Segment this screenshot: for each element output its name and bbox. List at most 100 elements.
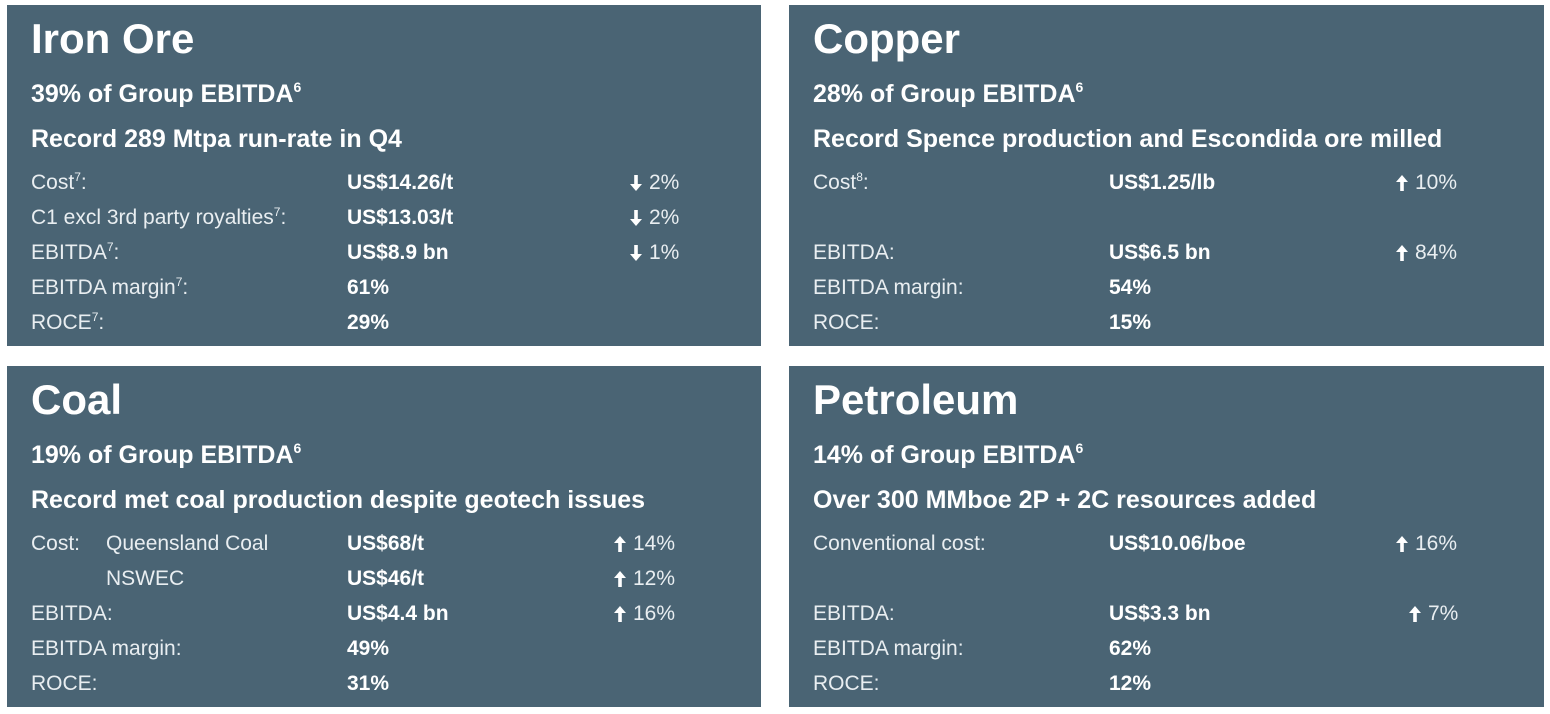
metric-label: EBITDA: xyxy=(813,602,895,625)
metric-change: 12% xyxy=(613,561,675,596)
label-suffix: : xyxy=(113,241,120,264)
ebitda-share: 39% of Group EBITDA6 xyxy=(31,78,301,110)
arrow-down-icon xyxy=(629,208,643,228)
metric-label: Cost8: xyxy=(813,165,869,200)
metric-change-text: 2% xyxy=(649,206,680,229)
panel-title: Coal xyxy=(31,376,123,423)
metric-label: EBITDA margin7: xyxy=(31,270,188,305)
panel-petroleum: Petroleum 14% of Group EBITDA6 Over 300 … xyxy=(789,366,1544,707)
arrow-up-icon xyxy=(613,569,627,589)
footnote-marker: 7 xyxy=(273,205,281,219)
panel-iron-ore: Iron Ore 39% of Group EBITDA6 Record 289… xyxy=(7,5,761,346)
metric-row: Cost7: US$14.26/t 2% xyxy=(31,165,761,200)
arrow-up-icon xyxy=(1395,173,1409,193)
panel-headline: Record met coal production despite geote… xyxy=(31,486,646,514)
metric-change-text: 1% xyxy=(649,241,680,264)
metric-change-text: 7% xyxy=(1428,602,1459,625)
metric-label-text: EBITDA xyxy=(31,241,107,264)
ebitda-share: 19% of Group EBITDA6 xyxy=(31,439,301,471)
metric-value: 49% xyxy=(347,637,390,660)
metric-label: ROCE: xyxy=(813,672,880,695)
footnote-marker: 7 xyxy=(74,170,81,184)
metric-label: EBITDA margin: xyxy=(813,637,964,660)
footnote-marker: 6 xyxy=(1075,79,1084,95)
metric-label: EBITDA margin: xyxy=(31,637,182,660)
footnote-marker: 6 xyxy=(1075,440,1084,456)
panel-title: Petroleum xyxy=(813,376,1019,423)
metric-label: EBITDA margin: xyxy=(813,276,964,299)
metric-label: ROCE7: xyxy=(31,305,104,340)
footnote-marker: 7 xyxy=(91,310,99,324)
metric-label-text: Cost xyxy=(813,171,857,194)
arrow-up-icon xyxy=(1395,243,1409,263)
panel-headline: Record Spence production and Escondida o… xyxy=(813,125,1443,153)
metric-change: 16% xyxy=(1395,526,1457,561)
metric-row: ROCE: 15% xyxy=(813,305,1544,340)
panel-headline: Over 300 MMboe 2P + 2C resources added xyxy=(813,486,1317,514)
metric-value: US$13.03/t xyxy=(347,206,454,229)
metric-value: US$4.4 bn xyxy=(347,602,449,625)
metric-label: ROCE: xyxy=(31,672,98,695)
metric-value: 31% xyxy=(347,672,390,695)
arrow-up-icon xyxy=(613,604,627,624)
footnote-marker: 7 xyxy=(175,275,183,289)
metric-row: EBITDA margin: 49% xyxy=(31,631,761,666)
label-suffix: : xyxy=(182,276,189,299)
metric-label: EBITDA: xyxy=(813,241,895,264)
metric-row: EBITDA7: US$8.9 bn 1% xyxy=(31,235,761,270)
metric-value: 12% xyxy=(1109,672,1152,695)
metric-row: ROCE: 31% xyxy=(31,666,761,701)
metric-change: 14% xyxy=(613,526,675,561)
footnote-marker: 7 xyxy=(106,240,114,254)
metric-row: EBITDA: US$6.5 bn 84% xyxy=(813,235,1544,270)
metric-row: EBITDA margin7: 61% xyxy=(31,270,761,305)
metric-value: US$3.3 bn xyxy=(1109,602,1211,625)
metric-row: EBITDA margin: 62% xyxy=(813,631,1544,666)
metric-change-text: 16% xyxy=(1415,532,1458,555)
metric-change: 16% xyxy=(613,596,675,631)
metric-change-text: 2% xyxy=(649,171,680,194)
ebitda-share-text: 39% of Group EBITDA xyxy=(31,80,294,108)
arrow-down-icon xyxy=(629,173,643,193)
metric-value: 61% xyxy=(347,276,390,299)
label-suffix: : xyxy=(98,311,105,334)
arrow-down-icon xyxy=(629,243,643,263)
arrow-up-icon xyxy=(1408,604,1422,624)
metric-label-text: ROCE xyxy=(31,311,92,334)
footnote-marker: 6 xyxy=(293,79,302,95)
arrow-up-icon xyxy=(613,534,627,554)
panel-title: Iron Ore xyxy=(31,15,195,62)
metric-label-text: Cost xyxy=(31,171,75,194)
ebitda-share-text: 14% of Group EBITDA xyxy=(813,441,1076,469)
arrow-up-icon xyxy=(1395,534,1409,554)
metric-row: Cost8: US$1.25/lb 10% xyxy=(813,165,1544,200)
metric-value: US$8.9 bn xyxy=(347,241,449,264)
metric-row: ROCE7: 29% xyxy=(31,305,761,340)
footnote-marker: 6 xyxy=(293,440,302,456)
metric-change: 2% xyxy=(629,165,679,200)
panel-title: Copper xyxy=(813,15,960,62)
label-suffix: : xyxy=(280,206,287,229)
ebitda-share: 28% of Group EBITDA6 xyxy=(813,78,1083,110)
metric-change-text: 14% xyxy=(633,532,676,555)
metric-label: EBITDA7: xyxy=(31,235,119,270)
metric-label: Cost7: xyxy=(31,165,87,200)
metric-value: 29% xyxy=(347,311,390,334)
metric-label: ROCE: xyxy=(813,311,880,334)
metric-label-text: EBITDA margin xyxy=(31,276,176,299)
metric-change: 10% xyxy=(1395,165,1457,200)
panel-coal: Coal 19% of Group EBITDA6 Record met coa… xyxy=(7,366,761,707)
metric-change-text: 12% xyxy=(633,567,676,590)
metric-value: US$6.5 bn xyxy=(1109,241,1211,264)
metric-label: C1 excl 3rd party royalties7: xyxy=(31,200,286,235)
metric-value: US$10.06/boe xyxy=(1109,532,1246,555)
metric-value: 62% xyxy=(1109,637,1152,660)
ebitda-share-text: 19% of Group EBITDA xyxy=(31,441,294,469)
metric-change: 7% xyxy=(1408,596,1458,631)
ebitda-share: 14% of Group EBITDA6 xyxy=(813,439,1083,471)
metric-change: 84% xyxy=(1395,235,1457,270)
metric-label: Cost: xyxy=(31,532,81,555)
metric-row: Conventional cost: US$10.06/boe 16% xyxy=(813,526,1544,561)
metric-change-text: 10% xyxy=(1415,171,1458,194)
metric-change-text: 16% xyxy=(633,602,676,625)
